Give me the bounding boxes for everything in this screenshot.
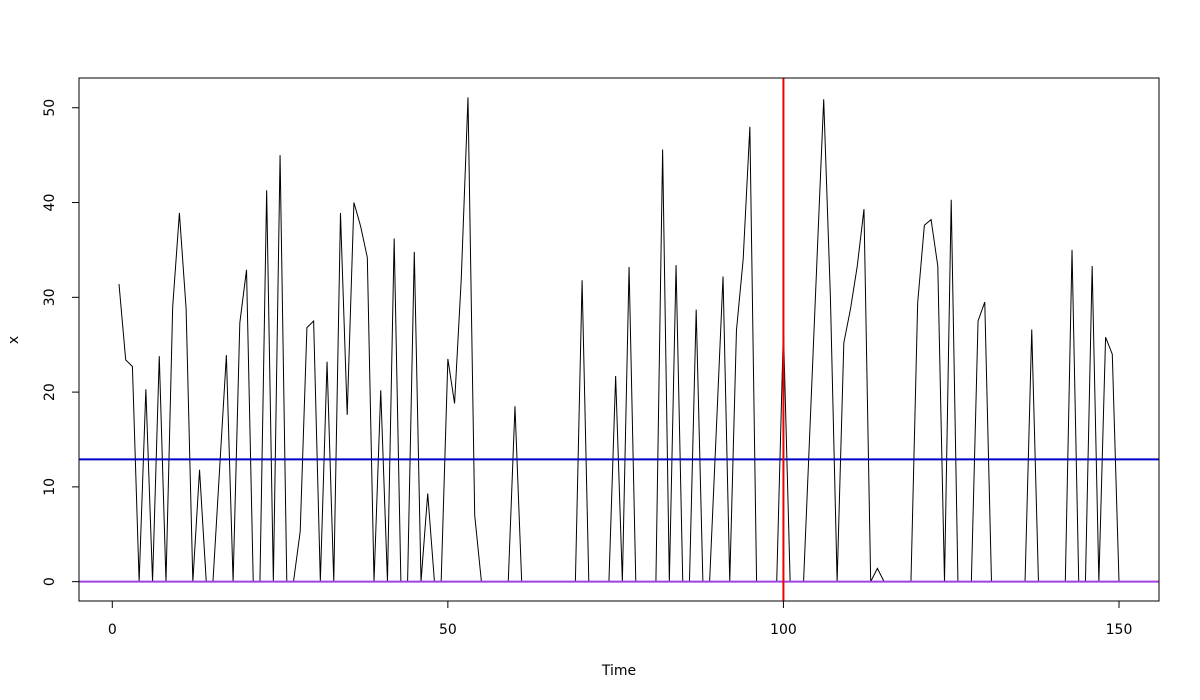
y-axis-label: x [6,336,22,344]
plot-frame [78,77,1160,602]
y-tick-label: 30 [42,288,58,306]
y-tick-label: 10 [42,478,58,496]
y-tick-label: 20 [42,383,58,401]
y-tick-label: 40 [42,194,58,212]
x-tick-label: 0 [108,622,117,638]
data-line [118,97,1120,583]
x-tick-label: 150 [1106,622,1133,638]
y-tick-label: 50 [42,99,58,117]
x-tick-label: 100 [770,622,797,638]
x-axis-label: Time [601,663,636,679]
x-tick-label: 50 [439,622,457,638]
y-tick-label: 0 [42,577,58,586]
